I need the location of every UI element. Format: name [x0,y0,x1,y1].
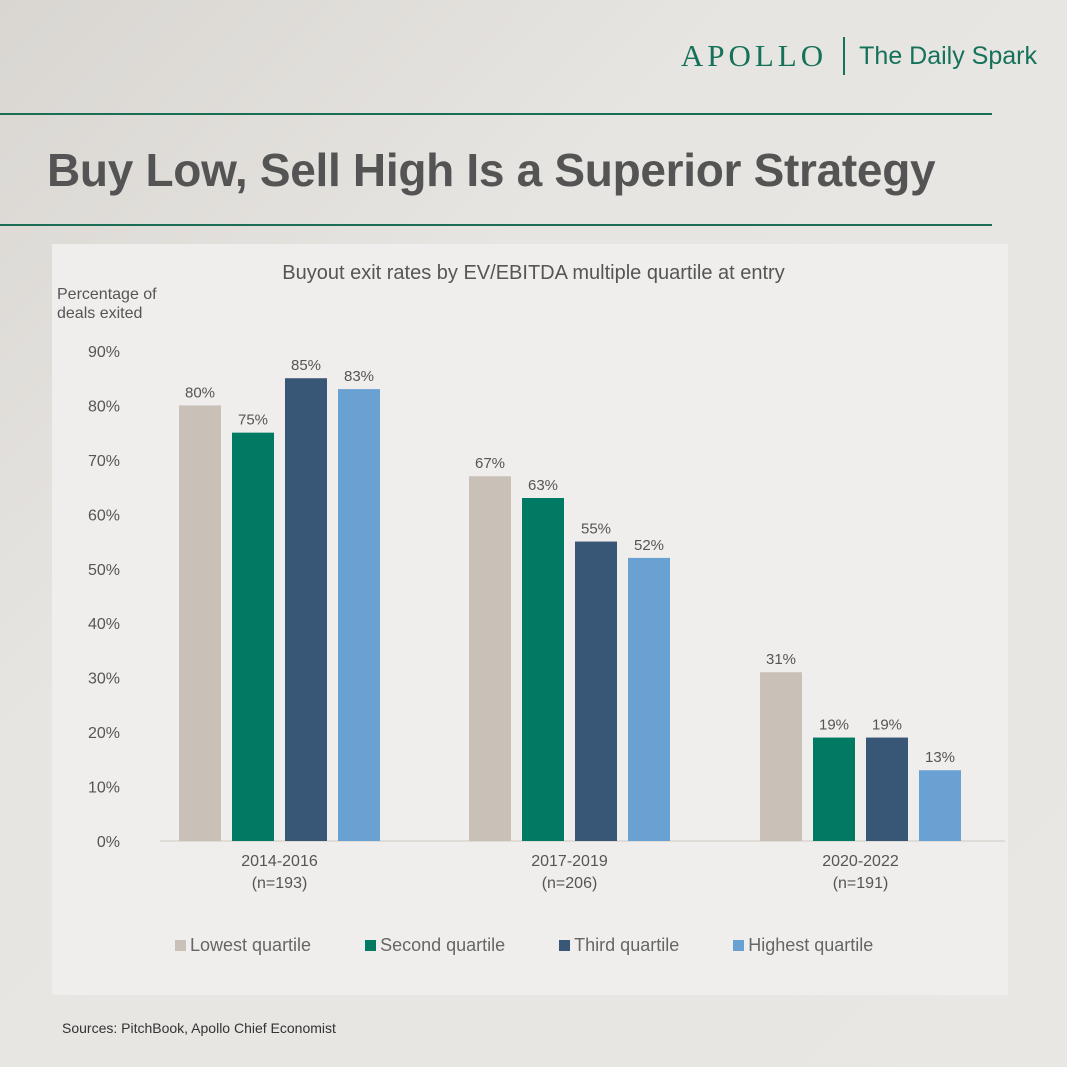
brand-logo: APOLLO The Daily Spark [681,36,1037,76]
bar [232,432,274,841]
page-title: Buy Low, Sell High Is a Superior Strateg… [47,144,936,196]
data-label: 52% [634,537,664,554]
data-label: 75% [238,412,268,429]
chart-legend: Lowest quartile Second quartile Third quar… [175,935,873,956]
x-tick-sublabel: (n=191) [833,875,889,892]
legend-swatch [733,940,745,951]
bar [919,770,961,841]
brand-name: APOLLO [680,38,828,73]
bar [179,405,221,841]
header-rule-bottom [0,224,992,226]
legend-swatch [175,940,186,951]
bar [628,557,670,841]
bar [469,476,511,841]
y-tick-label: 30% [88,671,120,688]
data-label: 31% [766,651,796,668]
data-label: 19% [819,717,849,734]
y-tick-label: 60% [88,507,120,524]
y-tick-label: 0% [97,834,120,851]
chart-title: Buyout exit rates by EV/EBITDA multiple … [282,262,785,284]
source-note: Sources: PitchBook, Apollo Chief Economi… [62,1020,336,1036]
legend-label: Third quartile [574,935,680,955]
y-tick-label: 10% [88,780,120,797]
bar [285,378,327,841]
y-tick-label: 70% [88,453,120,470]
bar [575,541,617,841]
bar [338,389,380,841]
header-rule-top [0,113,992,115]
y-tick-label: 50% [88,562,120,579]
bar [813,737,855,841]
x-tick-sublabel: (n=206) [542,875,598,892]
bar [522,498,564,841]
bar [866,737,908,841]
legend-swatch [365,940,377,951]
y-tick-label: 20% [88,725,120,742]
data-label: 85% [291,357,321,374]
legend-item: Second quartile [365,935,505,956]
brand-product: The Daily Spark [859,41,1037,70]
data-label: 19% [872,717,902,734]
legend-item: Third quartile [559,935,679,956]
data-label: 67% [475,455,505,472]
legend-label: Highest quartile [748,935,874,955]
legend-label: Second quartile [380,935,506,955]
legend-item: Lowest quartile [175,935,311,956]
x-tick-label: 2014-2016 [241,853,318,870]
data-label: 83% [344,368,374,385]
x-tick-sublabel: (n=193) [252,875,308,892]
y-axis-label: Percentage of deals exited [57,286,157,322]
brand-divider [843,37,846,75]
data-label: 80% [185,384,215,401]
y-tick-label: 90% [88,344,120,361]
y-tick-label: 40% [88,616,120,633]
legend-item: Highest quartile [733,935,873,956]
data-label: 13% [925,749,955,766]
data-label: 63% [528,477,558,494]
y-tick-label: 80% [88,398,120,415]
x-tick-label: 2020-2022 [822,853,899,870]
data-label: 55% [581,521,611,538]
legend-label: Lowest quartile [190,935,312,955]
bar [760,672,802,841]
legend-swatch [559,940,571,951]
x-tick-label: 2017-2019 [531,853,608,870]
